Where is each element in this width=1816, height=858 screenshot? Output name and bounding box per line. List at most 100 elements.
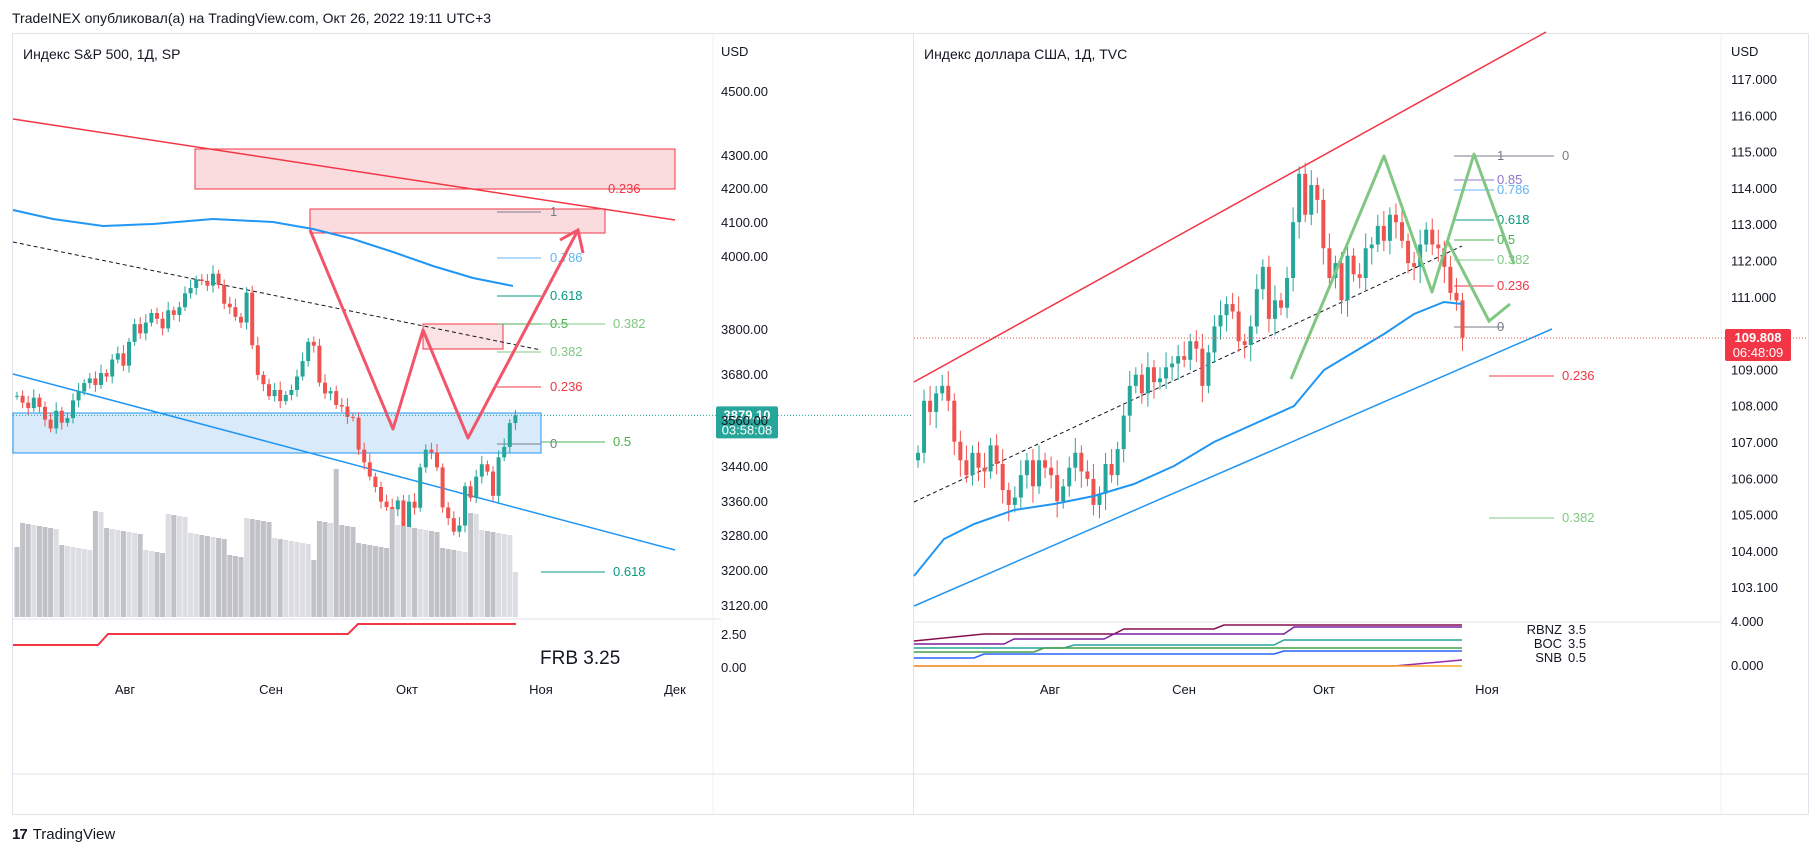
candle-body — [26, 402, 31, 409]
chart-panel-spx[interactable]: Индекс S&P 500, 1Д, SP USD 0.236 1 0.786 0.… — [12, 33, 917, 815]
candle-body — [339, 404, 344, 407]
candle-body — [20, 395, 25, 403]
candle-body — [82, 383, 87, 392]
candle-body — [59, 410, 64, 423]
volume-bar — [59, 545, 65, 617]
candle-body — [71, 400, 75, 419]
candle-body — [1061, 486, 1066, 502]
candle-body — [1424, 229, 1429, 245]
chart-title: Индекс S&P 500, 1Д, SP — [23, 46, 181, 62]
indicator-series-value: 3.5 — [1568, 636, 1586, 651]
candle-body — [946, 385, 951, 401]
candle-body — [446, 507, 451, 519]
candle-body — [1406, 240, 1411, 264]
candle-body — [1291, 222, 1296, 278]
volume-bar — [53, 529, 59, 617]
volume-bar — [512, 572, 518, 617]
volume-bar — [412, 528, 418, 617]
price-axis-tick: 103.100 — [1731, 580, 1778, 595]
indicator-axis-tick: 0.00 — [721, 660, 746, 675]
price-axis-tick: 113.000 — [1731, 217, 1777, 232]
candle-body — [149, 312, 154, 323]
volume-bar — [193, 534, 199, 617]
time-axis-tick: Авг — [115, 682, 136, 697]
candle-body — [110, 359, 115, 377]
candle-body — [1248, 326, 1253, 345]
candle-body — [1387, 214, 1392, 241]
supply-zone — [309, 208, 606, 234]
candle-body — [418, 467, 423, 508]
volume-bar — [305, 544, 311, 617]
volume-bar — [244, 518, 250, 617]
candle-body — [1218, 315, 1223, 327]
fib-level-label: 0.236 — [1562, 368, 1595, 383]
price-axis-tick: 106.000 — [1731, 471, 1778, 486]
candle-body — [1448, 266, 1453, 293]
fib-level-label: 0.786 — [1497, 182, 1530, 197]
candle-body — [295, 376, 299, 390]
volume-bar — [316, 521, 322, 617]
channel-upper-line — [913, 31, 1547, 383]
support-trendline — [12, 373, 676, 551]
candle-body — [160, 318, 165, 329]
volume-bar — [322, 522, 328, 617]
candle-body — [323, 382, 327, 394]
volume-bar — [417, 529, 423, 617]
candle-body — [468, 486, 473, 498]
candle-body — [48, 419, 53, 429]
candle-body — [1272, 300, 1277, 319]
volume-bar — [182, 517, 188, 617]
candle-body — [429, 449, 434, 453]
candle-body — [1194, 341, 1199, 349]
candle-body — [278, 389, 283, 402]
dxy-chart-canvas[interactable]: 1 00.850.7860.6180.50.3820.23600.2360.382… — [913, 31, 1808, 814]
volume-bar — [148, 551, 154, 617]
demand-zone — [12, 412, 542, 454]
candle-body — [964, 460, 969, 476]
candle-body — [1242, 341, 1247, 345]
volume-bar — [120, 531, 126, 617]
chart-panel-dxy[interactable]: Индекс доллара США, 1Д, TVC USD 1 0 0.85 0.… — [913, 31, 1809, 815]
volume-bar — [501, 534, 507, 617]
central-bank-rate-line — [913, 624, 1462, 642]
candle-body — [1460, 300, 1465, 338]
candle-body — [1266, 266, 1271, 319]
volume-bar — [188, 533, 194, 617]
candle-body — [216, 273, 221, 285]
candle-body — [976, 452, 981, 468]
candle-body — [37, 397, 42, 407]
volume-bar — [64, 546, 70, 617]
candle-body — [940, 385, 945, 394]
volume-bar — [232, 556, 238, 617]
fib-level-label: 0.786 — [550, 250, 583, 265]
time-axis-tick: Окт — [1313, 682, 1335, 697]
candle-body — [1381, 225, 1386, 241]
time-axis-tick: Дек — [664, 682, 686, 697]
candle-body — [1043, 460, 1048, 468]
candle-body — [1345, 255, 1350, 301]
candle-body — [970, 452, 975, 476]
channel-lower-line — [913, 328, 1553, 607]
last-price-badge — [716, 406, 778, 439]
volume-bar — [255, 520, 261, 617]
candle-body — [1436, 244, 1441, 249]
volume-bar — [221, 539, 227, 617]
volume-bar — [361, 544, 367, 617]
candle-body — [155, 312, 159, 319]
volume-bar — [176, 516, 182, 617]
moving-average-line — [913, 300, 1463, 577]
volume-bar — [333, 469, 339, 617]
candle-body — [300, 361, 305, 377]
indicator-label: FRB 3.25 — [540, 648, 620, 669]
candle-body — [1321, 199, 1326, 249]
volume-bar — [98, 512, 104, 617]
price-axis-tick: 3680.00 — [721, 367, 768, 382]
candle-body — [1030, 460, 1035, 487]
candle-body — [435, 452, 439, 468]
candle-body — [507, 423, 512, 447]
volume-bar — [160, 553, 166, 617]
candle-body — [362, 449, 367, 463]
candle-body — [1103, 464, 1108, 494]
candle-body — [412, 501, 417, 508]
